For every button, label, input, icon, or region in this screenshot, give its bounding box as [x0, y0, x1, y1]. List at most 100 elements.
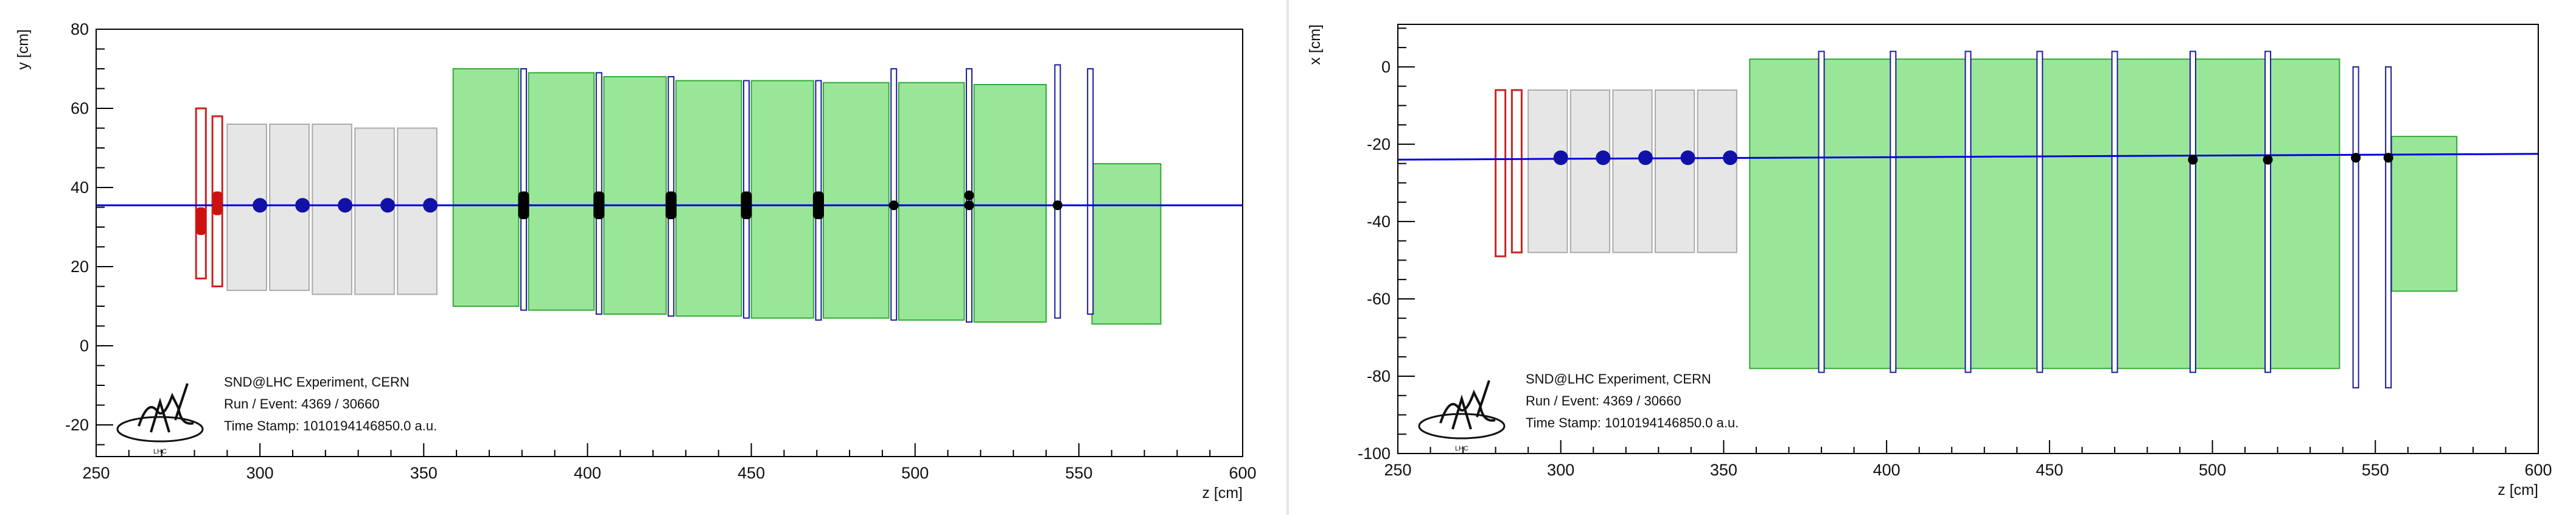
y-tick-label: -40	[1367, 212, 1391, 231]
x-tick-label: 600	[1229, 464, 1256, 482]
grey-block	[1569, 89, 1611, 253]
x-tick-label: 450	[738, 464, 765, 482]
green-block	[973, 84, 1047, 323]
detector-plane	[1054, 64, 1061, 319]
red-hit	[212, 191, 223, 215]
experiment-label: SND@LHC Experiment, CERN	[224, 374, 410, 390]
x-tick-label: 550	[2362, 461, 2389, 479]
blue-hit	[1723, 150, 1738, 166]
y-tick-label: 0	[1381, 58, 1391, 76]
logo-stroke	[150, 398, 170, 433]
y-tick-label: 20	[71, 258, 89, 276]
green-block-small	[2391, 136, 2458, 292]
left-panel: 250 300 350 400 450 500 550 600 -20 0 20 40 60 80 z [c…	[0, 0, 1284, 515]
blue-hit	[1596, 150, 1611, 166]
blue-hit	[423, 198, 438, 213]
snd-lhc-logo: LHC	[116, 383, 204, 455]
green-block	[603, 76, 667, 315]
green-block	[1091, 163, 1162, 325]
x-tick-label: 250	[82, 464, 110, 482]
logo-ring	[1418, 413, 1506, 440]
x-tick-label: 550	[1065, 464, 1092, 482]
plot-frame	[96, 29, 1243, 457]
grey-block	[1612, 89, 1653, 253]
y-tick-label: 40	[71, 178, 89, 197]
grey-block	[1654, 89, 1695, 253]
blue-hit	[380, 198, 396, 213]
grey-block	[1697, 89, 1737, 253]
green-block	[898, 82, 965, 321]
y-tick-label: -60	[1367, 290, 1391, 308]
black-hit-bar	[593, 191, 605, 219]
experiment-label: SND@LHC Experiment, CERN	[1526, 371, 1711, 387]
grey-block	[1527, 89, 1568, 253]
black-hit	[888, 200, 899, 211]
green-block	[675, 80, 742, 317]
detector-plane	[890, 68, 898, 321]
logo-ring	[116, 416, 204, 443]
chart-yz: 250 300 350 400 450 500 550 600 -20 0 20 40 60 80 z [c…	[15, 20, 1257, 502]
y-tick-label: 80	[71, 20, 89, 38]
y-tick-label: -20	[1367, 135, 1391, 153]
black-hit	[2383, 153, 2393, 163]
green-block	[1749, 58, 2340, 370]
x-tick-label: 350	[410, 464, 438, 482]
run-event-label: Run / Event: 4369 / 30660	[1526, 393, 1681, 408]
red-frame	[1510, 89, 1523, 254]
black-hit	[964, 191, 974, 200]
black-hit-bar	[741, 191, 752, 219]
detector-plane	[1818, 51, 1825, 373]
y-tick-label: 60	[71, 99, 89, 117]
red-hit	[196, 207, 206, 235]
red-frame	[195, 107, 207, 279]
detector-plane	[2036, 51, 2044, 373]
detector-plane	[2189, 51, 2196, 373]
black-hit-bar	[665, 191, 677, 219]
black-hit-bar	[518, 191, 529, 219]
timestamp-label: Time Stamp: 1010194146850.0 a.u.	[224, 418, 437, 433]
x-tick-label: 600	[2524, 461, 2552, 479]
detector-plane	[2385, 66, 2392, 389]
red-frame	[1495, 89, 1507, 258]
blue-hit	[338, 198, 353, 213]
blue-hit	[1680, 150, 1695, 166]
logo-stroke	[1451, 394, 1472, 430]
green-block	[750, 80, 814, 319]
detector-plane	[2352, 66, 2359, 389]
green-block	[452, 68, 520, 307]
logo-stroke	[1439, 390, 1496, 424]
timestamp-label: Time Stamp: 1010194146850.0 a.u.	[1526, 415, 1739, 430]
x-axis-title: z [cm]	[1202, 485, 1243, 502]
track-line	[1398, 153, 2538, 161]
detector-plane	[2111, 51, 2118, 373]
y-tick-label: 0	[80, 337, 89, 355]
green-block	[528, 72, 595, 311]
detector-plane	[2264, 51, 2272, 373]
x-tick-label: 300	[1547, 461, 1574, 479]
right-panel: 250 300 350 400 450 500 550 600 -100 -80 -60 -40 -20…	[1292, 0, 2576, 515]
blue-hit	[1638, 150, 1653, 166]
x-tick-label: 400	[1873, 461, 1901, 479]
y-tick-label: -80	[1367, 367, 1391, 385]
logo-stroke	[174, 383, 189, 421]
black-hit-bar	[812, 191, 824, 219]
logo-stroke	[1476, 380, 1490, 418]
black-hit	[964, 200, 974, 211]
logo-caption: LHC	[1455, 445, 1468, 452]
y-axis-title: y [cm]	[15, 29, 32, 70]
snd-lhc-logo: LHC	[1418, 380, 1506, 452]
y-axis-title: x [cm]	[1307, 24, 1324, 65]
panel-divider	[1286, 0, 1289, 515]
plot-area	[96, 64, 1243, 325]
black-hit	[2188, 155, 2198, 165]
black-hit	[2263, 155, 2273, 165]
detector-plane	[1964, 51, 1972, 373]
red-frame	[211, 115, 223, 287]
green-block	[822, 82, 890, 319]
blue-hit	[295, 198, 310, 213]
y-tick-label: -100	[1358, 444, 1391, 463]
run-event-label: Run / Event: 4369 / 30660	[224, 396, 380, 412]
black-hit	[1052, 200, 1063, 211]
x-tick-label: 250	[1384, 461, 1411, 479]
x-tick-label: 450	[2036, 461, 2063, 479]
